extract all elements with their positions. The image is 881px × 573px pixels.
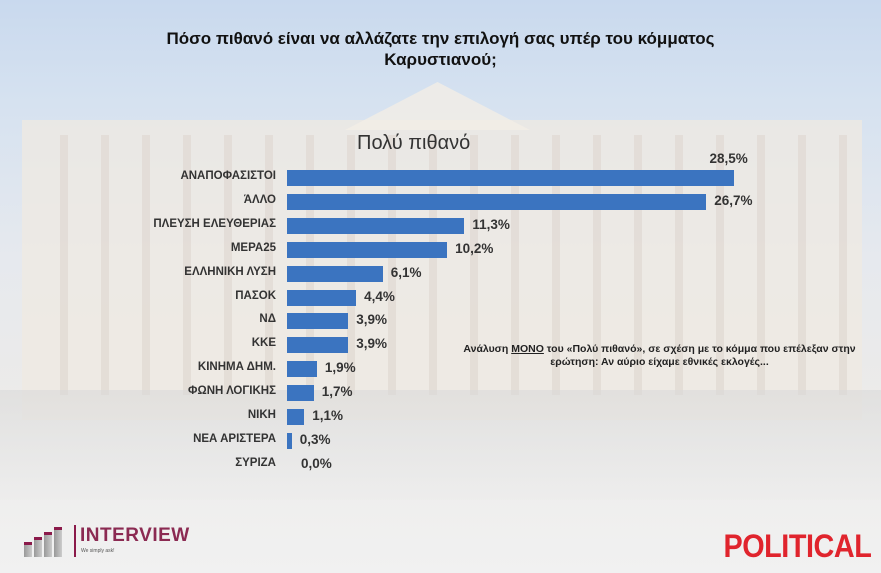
analysis-note: Ανάλυση ΜΟΝΟ του «Πολύ πιθανό», σε σχέση… — [462, 343, 857, 369]
bar-row: ΠΛΕΥΣΗ ΕΛΕΥΘΕΡΙΑΣ 11,3% — [0, 215, 881, 239]
bar — [287, 241, 448, 258]
category-label: ΕΛΛΗΝΙΚΗ ΛΥΣΗ — [184, 265, 276, 278]
interview-logo-text: INTERVIEW — [80, 525, 190, 546]
bar — [287, 170, 735, 186]
bar-row: ΑΝΑΠΟΦΑΣΙΣΤΟΙ 28,5% — [0, 151, 881, 191]
category-label: ΆΛΛΟ — [243, 193, 276, 206]
bar — [287, 289, 357, 306]
bar — [287, 265, 383, 282]
bar-row: ΝΕΑ ΑΡΙΣΤΕΡΑ 0,3% — [0, 430, 881, 454]
chart-title: Πόσο πιθανό είναι να αλλάζατε την επιλογ… — [0, 28, 881, 70]
value-label: 10,2% — [455, 240, 494, 256]
value-label: 26,7% — [714, 192, 753, 208]
note-emphasis: ΜΟΝΟ — [511, 343, 544, 355]
bar-row: ΜΕΡΑ25 10,2% — [0, 239, 881, 263]
value-label: 1,9% — [324, 360, 356, 376]
value-label: 1,7% — [321, 384, 353, 400]
bar — [287, 193, 707, 210]
bar-row: ΆΛΛΟ 26,7% — [0, 191, 881, 215]
value-label: 3,9% — [356, 336, 387, 352]
title-line-2: Καρυστιανού; — [384, 50, 497, 69]
value-label: 3,9% — [356, 312, 387, 328]
value-label: 0,3% — [299, 431, 331, 447]
value-label: 0,0% — [301, 455, 332, 471]
background-ground — [0, 390, 881, 500]
bar-row: ΣΥΡΙΖΑ 0,0% — [0, 454, 881, 478]
bar — [287, 385, 314, 402]
background-pediment — [345, 82, 530, 130]
category-label: ΝΔ — [259, 313, 276, 326]
category-label: ΑΝΑΠΟΦΑΣΙΣΤΟΙ — [180, 170, 276, 182]
value-label: 11,3% — [472, 216, 510, 232]
category-label: ΠΛΕΥΣΗ ΕΛΕΥΘΕΡΙΑΣ — [153, 217, 276, 230]
bar — [287, 337, 349, 354]
category-label: ΦΩΝΗ ΛΟΓΙΚΗΣ — [188, 385, 276, 398]
note-text-rest: του «Πολύ πιθανό», σε σχέση με το κόμμα … — [543, 343, 856, 368]
value-label: 1,1% — [312, 408, 344, 423]
bars-logo-icon — [22, 527, 72, 557]
title-line-1: Πόσο πιθανό είναι να αλλάζατε την επιλογ… — [166, 29, 715, 48]
category-label: ΝΕΑ ΑΡΙΣΤΕΡΑ — [193, 432, 276, 445]
interview-tagline: We simply ask! — [81, 548, 115, 554]
category-label: ΣΥΡΙΖΑ — [235, 456, 276, 469]
category-label: ΚΚΕ — [251, 337, 276, 350]
logo-separator — [74, 525, 76, 557]
bar — [287, 313, 349, 330]
interview-logo: INTERVIEW We simply ask! — [22, 523, 222, 559]
bar-row: ΕΛΛΗΝΙΚΗ ΛΥΣΗ 6,1% — [0, 263, 881, 287]
bar-row: ΚΙΝΗΜΑ ΔΗΜ. 1,9% — [0, 358, 881, 382]
bar — [287, 409, 305, 425]
value-label: 28,5% — [709, 151, 748, 166]
bar-row: ΚΚΕ 3,9% — [0, 334, 881, 358]
category-label: ΜΕΡΑ25 — [230, 241, 276, 254]
bar-row: ΝΔ 3,9% — [0, 310, 881, 334]
bar-row: ΠΑΣΟΚ 4,4% — [0, 287, 881, 311]
category-label: ΝΙΚΗ — [247, 409, 276, 421]
value-label: 4,4% — [364, 288, 395, 304]
political-logo: POLITICAL — [723, 528, 871, 564]
bar-row: ΦΩΝΗ ΛΟΓΙΚΗΣ 1,7% — [0, 382, 881, 406]
bar — [287, 361, 317, 378]
bar — [287, 432, 292, 449]
note-text: Ανάλυση — [463, 343, 512, 355]
subtitle-text: Πολύ πιθανό — [357, 132, 471, 154]
bar — [287, 217, 465, 234]
category-label: ΚΙΝΗΜΑ ΔΗΜ. — [197, 361, 276, 374]
value-label: 6,1% — [390, 264, 422, 280]
category-label: ΠΑΣΟΚ — [235, 289, 276, 302]
bar-row: ΝΙΚΗ 1,1% — [0, 406, 881, 430]
